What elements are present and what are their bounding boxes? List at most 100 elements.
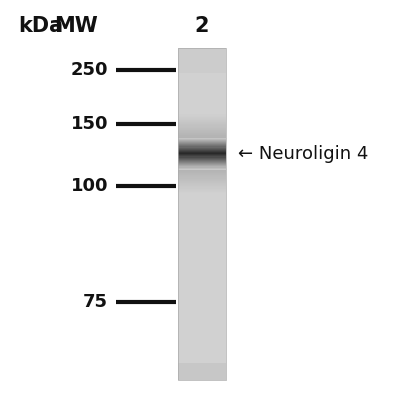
Bar xyxy=(178,316,226,318)
Bar xyxy=(178,70,226,71)
Bar xyxy=(178,199,226,201)
Bar xyxy=(178,261,226,263)
Bar xyxy=(178,120,226,121)
Bar xyxy=(178,360,226,361)
Bar xyxy=(178,58,226,59)
Bar xyxy=(178,125,226,126)
Bar xyxy=(178,130,226,132)
Bar xyxy=(178,248,226,250)
Text: MW: MW xyxy=(54,16,98,36)
Bar xyxy=(178,238,226,240)
Bar xyxy=(178,227,226,228)
Bar xyxy=(178,88,226,90)
Bar xyxy=(178,297,226,298)
Bar xyxy=(178,137,226,139)
Bar xyxy=(178,192,226,194)
Bar xyxy=(178,282,226,284)
Bar xyxy=(178,355,226,357)
Bar xyxy=(178,195,226,196)
Bar xyxy=(178,155,226,156)
Bar xyxy=(178,153,226,154)
Bar xyxy=(178,158,226,160)
Bar xyxy=(178,254,226,256)
Bar xyxy=(178,344,226,346)
Bar xyxy=(178,91,226,92)
Bar xyxy=(178,112,226,113)
Bar xyxy=(178,169,226,171)
Bar xyxy=(178,342,226,344)
Text: ← Neuroligin 4: ← Neuroligin 4 xyxy=(238,145,368,163)
Bar xyxy=(178,304,226,306)
Bar xyxy=(178,300,226,302)
Bar xyxy=(178,271,226,273)
Bar xyxy=(178,220,226,222)
Bar xyxy=(178,142,226,143)
Bar xyxy=(178,60,226,61)
Bar xyxy=(178,150,226,151)
Bar xyxy=(178,202,226,203)
Bar xyxy=(178,200,226,202)
Bar xyxy=(178,59,226,60)
Bar xyxy=(178,126,226,128)
Bar xyxy=(178,351,226,352)
Bar xyxy=(178,264,226,266)
Bar xyxy=(178,289,226,290)
Bar xyxy=(178,159,226,161)
Bar xyxy=(178,204,226,205)
Bar xyxy=(178,63,226,64)
Bar xyxy=(178,241,226,243)
Bar xyxy=(178,80,226,81)
Bar xyxy=(178,100,226,101)
Bar xyxy=(178,231,226,233)
Bar xyxy=(178,291,226,292)
Bar xyxy=(178,266,226,267)
Bar xyxy=(178,65,226,67)
Bar xyxy=(178,170,226,172)
Bar xyxy=(178,82,226,84)
Bar xyxy=(178,306,226,308)
Bar xyxy=(178,74,226,76)
Bar xyxy=(178,73,226,74)
Bar xyxy=(178,48,226,380)
Bar xyxy=(178,376,226,378)
Bar xyxy=(178,221,226,223)
Bar xyxy=(178,108,226,110)
Bar xyxy=(178,251,226,253)
Bar xyxy=(178,92,226,93)
Bar xyxy=(178,260,226,262)
Bar xyxy=(178,61,226,62)
Bar xyxy=(178,196,226,197)
Bar xyxy=(178,88,226,89)
Bar xyxy=(178,117,226,119)
Bar xyxy=(178,299,226,300)
Bar xyxy=(178,276,226,277)
Bar xyxy=(178,364,226,366)
Bar xyxy=(178,152,226,153)
Bar xyxy=(178,183,226,184)
Bar xyxy=(178,228,226,230)
Bar xyxy=(178,163,226,164)
Bar xyxy=(178,358,226,360)
Bar xyxy=(178,370,226,371)
Bar xyxy=(178,234,226,235)
Bar xyxy=(178,162,226,163)
Bar xyxy=(178,50,226,51)
Bar xyxy=(178,107,226,109)
Bar xyxy=(178,232,226,234)
Bar xyxy=(178,284,226,286)
Bar xyxy=(178,354,226,356)
Bar xyxy=(178,320,226,321)
Bar xyxy=(178,214,226,215)
Bar xyxy=(178,313,226,315)
Bar xyxy=(178,368,226,369)
Bar xyxy=(178,198,226,200)
Bar xyxy=(178,330,226,331)
Bar xyxy=(178,127,226,129)
Bar xyxy=(178,176,226,178)
Bar xyxy=(178,365,226,367)
Bar xyxy=(178,268,226,269)
Bar xyxy=(178,175,226,176)
Bar xyxy=(178,192,226,193)
Bar xyxy=(178,135,226,136)
Bar xyxy=(178,218,226,220)
